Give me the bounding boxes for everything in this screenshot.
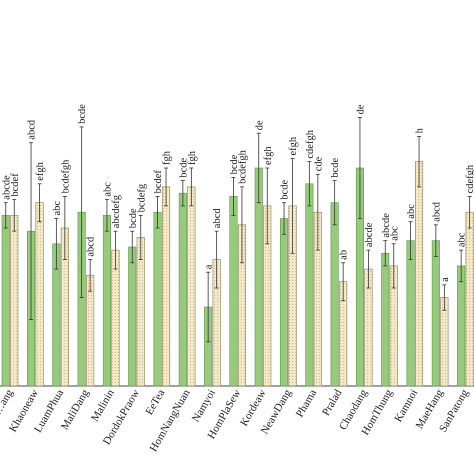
x-tick-label: …ang xyxy=(0,387,16,417)
bar-series-2 xyxy=(86,275,95,387)
significance-label: bcde xyxy=(229,154,240,174)
bar-series-1 xyxy=(128,246,137,387)
bar-series-1 xyxy=(431,240,440,387)
bar-series-1 xyxy=(381,253,390,387)
significance-label: a xyxy=(204,264,215,269)
bar-series-1 xyxy=(1,215,10,387)
significance-label: cdefgh xyxy=(305,129,316,158)
significance-label: bcdef xyxy=(153,170,164,194)
significance-label: de xyxy=(355,104,366,114)
significance-label: efgh xyxy=(288,136,299,155)
significance-label: bcdefg xyxy=(136,183,147,212)
significance-label: bcde xyxy=(280,180,291,200)
significance-label: fgh xyxy=(162,150,173,165)
bar-series-1 xyxy=(279,218,289,387)
significance-label: bcde xyxy=(330,157,341,177)
bar-series-2 xyxy=(162,186,171,387)
significance-label: efgh xyxy=(263,146,274,165)
significance-label: abc xyxy=(52,201,63,216)
x-tick-label: Phama xyxy=(294,387,319,419)
significance-label: bcde xyxy=(77,104,88,124)
significance-label: ab xyxy=(339,250,350,260)
bar-series-2 xyxy=(35,202,44,387)
bar-series-1 xyxy=(457,265,466,387)
significance-label: bcdefgh xyxy=(238,149,249,184)
bars-layer xyxy=(1,117,474,387)
significance-label: abc xyxy=(457,232,468,247)
bar-series-2 xyxy=(440,297,449,387)
bar-series-1 xyxy=(305,183,314,387)
significance-label: bcdefgh xyxy=(60,159,71,194)
significance-label: abcd xyxy=(212,208,223,229)
x-tick-label: Pralad xyxy=(320,387,345,418)
bar-series-1 xyxy=(178,192,187,387)
significance-label: abc xyxy=(103,182,114,197)
bar-series-1 xyxy=(102,215,111,387)
bar-series-1 xyxy=(153,211,162,387)
significance-label: de xyxy=(254,120,265,130)
significance-label: fgh xyxy=(187,150,198,165)
x-tick-label: EeTea xyxy=(143,387,167,417)
significance-label: bcdef xyxy=(10,173,21,197)
bar-series-1 xyxy=(330,202,339,387)
significance-label: abc xyxy=(406,204,417,219)
significance-label: h xyxy=(415,127,426,133)
significance-label: abcde xyxy=(1,175,12,200)
significance-label: abcd xyxy=(431,201,442,222)
significance-label: abcde xyxy=(364,222,375,247)
bar-series-1 xyxy=(229,196,238,387)
significance-label: a xyxy=(440,277,451,282)
bar-series-2 xyxy=(414,161,424,387)
significance-label: abc xyxy=(389,226,400,241)
significance-label: cdefgh xyxy=(465,164,474,193)
significance-label: cde xyxy=(313,156,324,171)
x-tick-label: Malinin xyxy=(89,387,117,424)
significance-label: abcd xyxy=(86,236,97,257)
significance-label: bcde xyxy=(128,208,139,228)
bar-series-2 xyxy=(187,186,196,387)
significance-label: abcd xyxy=(27,119,38,140)
bar-series-1 xyxy=(406,240,415,387)
significance-label: bcde xyxy=(178,157,189,177)
significance-label: abcdefg xyxy=(111,194,122,228)
bar-series-2 xyxy=(10,215,19,387)
bar-series-2 xyxy=(111,249,120,387)
significance-label: efgh xyxy=(35,161,46,180)
significance-label: abcde xyxy=(381,213,392,238)
